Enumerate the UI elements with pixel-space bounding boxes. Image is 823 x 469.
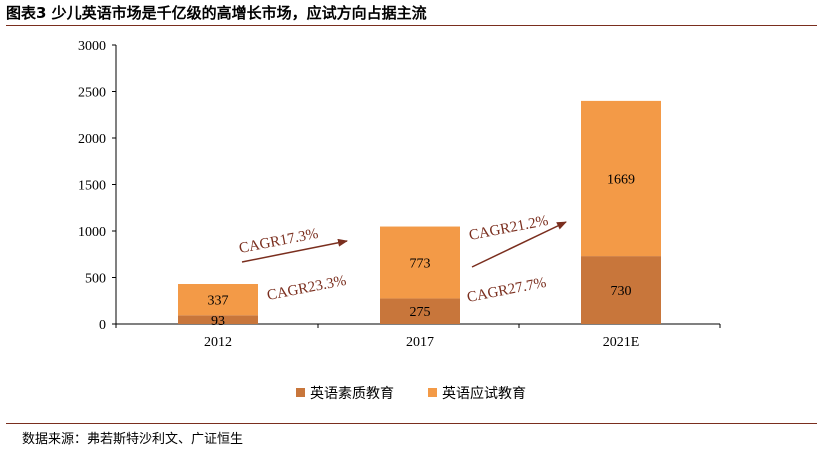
legend-swatch <box>296 388 305 397</box>
y-tick-label: 3000 <box>78 39 106 54</box>
y-tick-label: 1500 <box>78 179 106 194</box>
y-tick-label: 500 <box>85 272 106 287</box>
data-label: 773 <box>410 256 431 271</box>
cagr-label: CAGR17.3% <box>238 226 320 257</box>
data-label: 337 <box>208 294 229 309</box>
cagr-arrow <box>471 221 567 268</box>
title-rule <box>6 25 817 26</box>
source-rule <box>6 423 817 424</box>
legend-label: 英语素质教育 <box>310 385 394 402</box>
data-label: 730 <box>611 284 632 299</box>
legend-swatch <box>428 388 437 397</box>
bar-segment <box>178 284 258 316</box>
cagr-arrow <box>241 238 348 263</box>
bar-segment <box>581 256 661 324</box>
cagr-label: CAGR21.2% <box>468 213 550 244</box>
x-tick-label: 2017 <box>406 335 434 350</box>
data-label: 1669 <box>607 173 635 188</box>
cagr-label: CAGR27.7% <box>466 275 548 306</box>
data-label: 93 <box>211 314 225 329</box>
bar-segment <box>581 100 661 257</box>
bar-segment <box>380 298 460 324</box>
y-tick-label: 2500 <box>78 86 106 101</box>
data-label: 275 <box>410 305 431 320</box>
x-tick-label: 2012 <box>204 335 232 350</box>
y-tick-label: 2000 <box>78 132 106 147</box>
source-note: 数据来源：弗若斯特沙利文、广证恒生 <box>22 432 244 447</box>
cagr-label: CAGR23.3% <box>266 273 348 304</box>
x-tick-label: 2021E <box>603 335 640 350</box>
legend-label: 英语应试教育 <box>442 385 526 402</box>
chart-title: 图表3 少儿英语市场是千亿级的高增长市场，应试方向占据主流 <box>6 4 427 22</box>
bar-segment <box>380 226 460 299</box>
bar-segment <box>178 315 258 324</box>
y-tick-label: 1000 <box>78 225 106 240</box>
y-tick-label: 0 <box>99 318 106 333</box>
